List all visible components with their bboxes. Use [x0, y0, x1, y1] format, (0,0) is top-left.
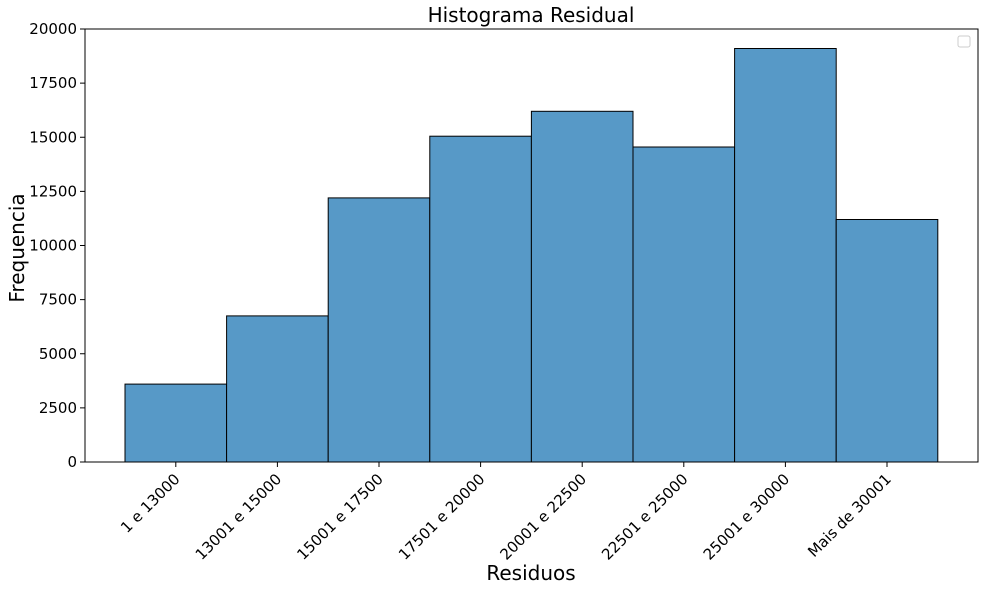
bars-group	[124, 48, 939, 463]
x-axis: 1 e 13000 13001 e 15000 15001 e 17500 17501…	[117, 462, 895, 564]
y-tick-label: 5000	[39, 345, 77, 363]
y-tick-label: 0	[67, 453, 77, 471]
y-axis: 0 2500 5000 7500 10000 12500 15000 17500 20000	[29, 20, 85, 471]
x-tick-label: 15001 e 17500	[293, 470, 386, 563]
x-tick-label: 1 e 13000	[117, 470, 183, 536]
x-tick-label: 13001 e 15000	[192, 470, 285, 563]
bar-8	[835, 219, 939, 463]
bar-2	[226, 315, 329, 463]
y-tick-label: 2500	[39, 399, 77, 417]
bar-7	[734, 48, 837, 463]
x-tick-label: 20001 e 22500	[497, 470, 590, 563]
y-tick-label: 17500	[29, 74, 77, 92]
x-tick-label: 25001 e 30000	[700, 470, 793, 563]
y-tick-label: 20000	[29, 20, 77, 38]
y-axis-label: Frequencia	[5, 193, 29, 302]
bar-5	[530, 110, 634, 463]
bar-4	[429, 135, 532, 463]
y-tick-label: 12500	[29, 182, 77, 200]
x-axis-label: Residuos	[486, 561, 575, 585]
bar-1	[124, 383, 228, 463]
x-tick-label: 17501 e 20000	[395, 470, 488, 563]
x-tick-label: Mais de 30001	[804, 470, 895, 561]
bar-3	[327, 197, 431, 463]
y-tick-label: 15000	[29, 128, 77, 146]
y-tick-label: 10000	[29, 237, 77, 255]
y-tick-label: 7500	[39, 291, 77, 309]
chart-title: Histograma Residual	[428, 3, 635, 27]
bar-6	[632, 146, 736, 463]
legend-box	[957, 35, 971, 48]
x-tick-label: 22501 e 25000	[598, 470, 691, 563]
